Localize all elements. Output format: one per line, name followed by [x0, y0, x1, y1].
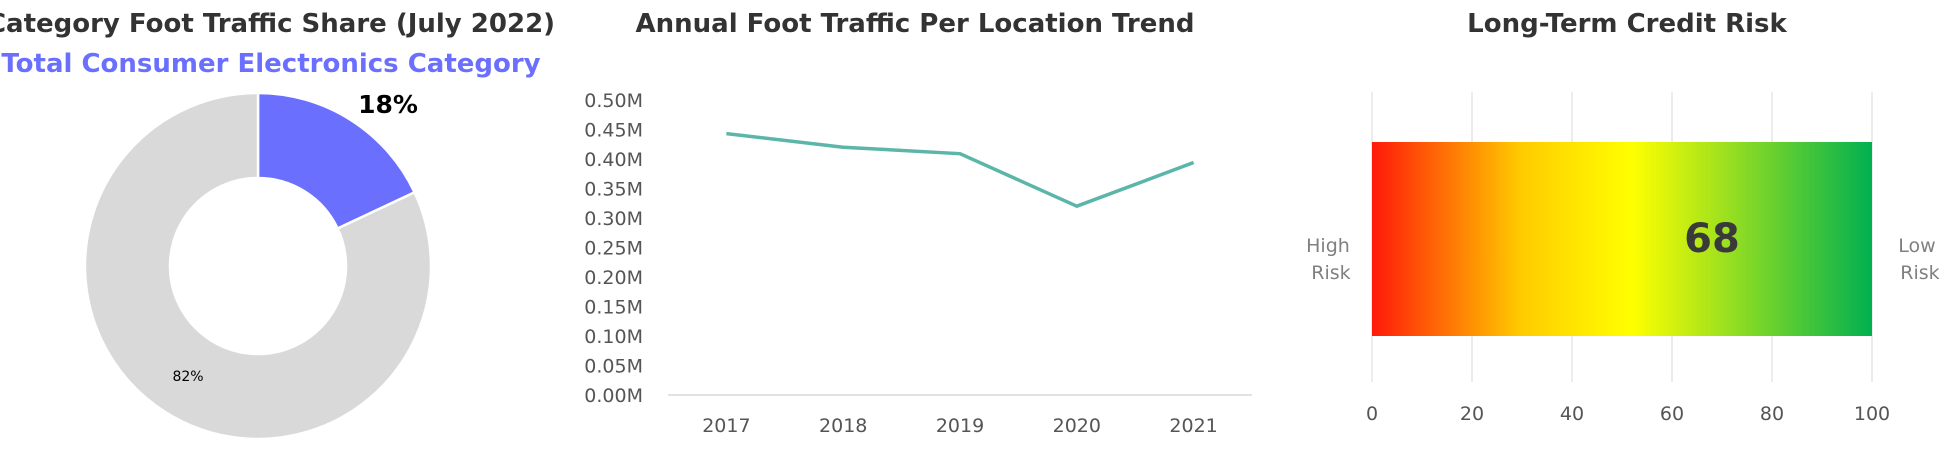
line-x-tick-label: 2017: [702, 415, 750, 437]
line-series-0: [726, 131, 1195, 208]
line-x-tick-label: 2021: [1169, 415, 1217, 437]
line-y-ticks: 0.00M 0.05M 0.10M 0.15M 0.20M 0.25M 0.30M 0.35M…: [584, 90, 643, 407]
gauge-left-label-line-1: High: [1306, 235, 1350, 257]
donut-slices: 18% 82%: [83, 90, 433, 441]
gauge-x-tick-label: 80: [1760, 403, 1784, 425]
gauge-left-label: High Risk: [1306, 235, 1356, 284]
gauge-x-tick-label: 20: [1460, 403, 1484, 425]
gauge-value-label: 68: [1684, 216, 1740, 262]
gauge-left-label-line-2: Risk: [1311, 262, 1350, 284]
gauge-bar: [1372, 142, 1872, 336]
gauge-right-label-line-2: Risk: [1900, 262, 1939, 284]
line-y-tick-label: 0.15M: [584, 297, 643, 319]
line-x-tick-label: 2018: [819, 415, 867, 437]
donut-slice-label-0: 18%: [358, 90, 418, 119]
donut-slice-label-1: 82%: [172, 369, 203, 385]
line-y-tick-label: 0.05M: [584, 356, 643, 378]
line-x-ticks: 2017 2018 2019 2020 2021: [702, 415, 1218, 437]
line-y-tick-label: 0.20M: [584, 267, 643, 289]
line-x-tick-label: 2020: [1053, 415, 1101, 437]
line-y-tick-label: 0.50M: [584, 90, 643, 112]
line-y-tick-label: 0.40M: [584, 149, 643, 171]
donut-title: Category Foot Traffic Share (July 2022): [0, 9, 555, 39]
gauge-x-tick-label: 60: [1660, 403, 1684, 425]
line-y-tick-label: 0.35M: [584, 179, 643, 201]
line-y-tick-label: 0.45M: [584, 120, 643, 142]
line-x-tick-label: 2019: [936, 415, 984, 437]
line-y-tick-label: 0.00M: [584, 385, 643, 407]
gauge-x-tick-label: 100: [1854, 403, 1890, 425]
donut-slice-1: [83, 91, 433, 441]
gauge-title: Long-Term Credit Risk: [1467, 9, 1787, 39]
gauge-x-tick-label: 0: [1366, 403, 1378, 425]
gauge-chart: Long-Term Credit Risk 68 High Risk Low R…: [1306, 9, 1941, 425]
donut-chart: Category Foot Traffic Share (July 2022) …: [0, 9, 555, 441]
line-y-tick-label: 0.30M: [584, 208, 643, 230]
line-chart: Annual Foot Traffic Per Location Trend 0…: [584, 9, 1252, 437]
gauge-right-label: Low Risk: [1898, 235, 1941, 284]
donut-slice-0: [256, 91, 417, 231]
gauge-right-label-line-1: Low: [1898, 235, 1935, 257]
donut-subtitle: Total Consumer Electronics Category: [1, 49, 540, 79]
gauge-x-ticks: 0 20 40 60 80 100: [1366, 403, 1890, 425]
line-y-tick-label: 0.25M: [584, 238, 643, 260]
gauge-x-tick-label: 40: [1560, 403, 1584, 425]
line-y-tick-label: 0.10M: [584, 326, 643, 348]
line-title: Annual Foot Traffic Per Location Trend: [636, 9, 1195, 39]
